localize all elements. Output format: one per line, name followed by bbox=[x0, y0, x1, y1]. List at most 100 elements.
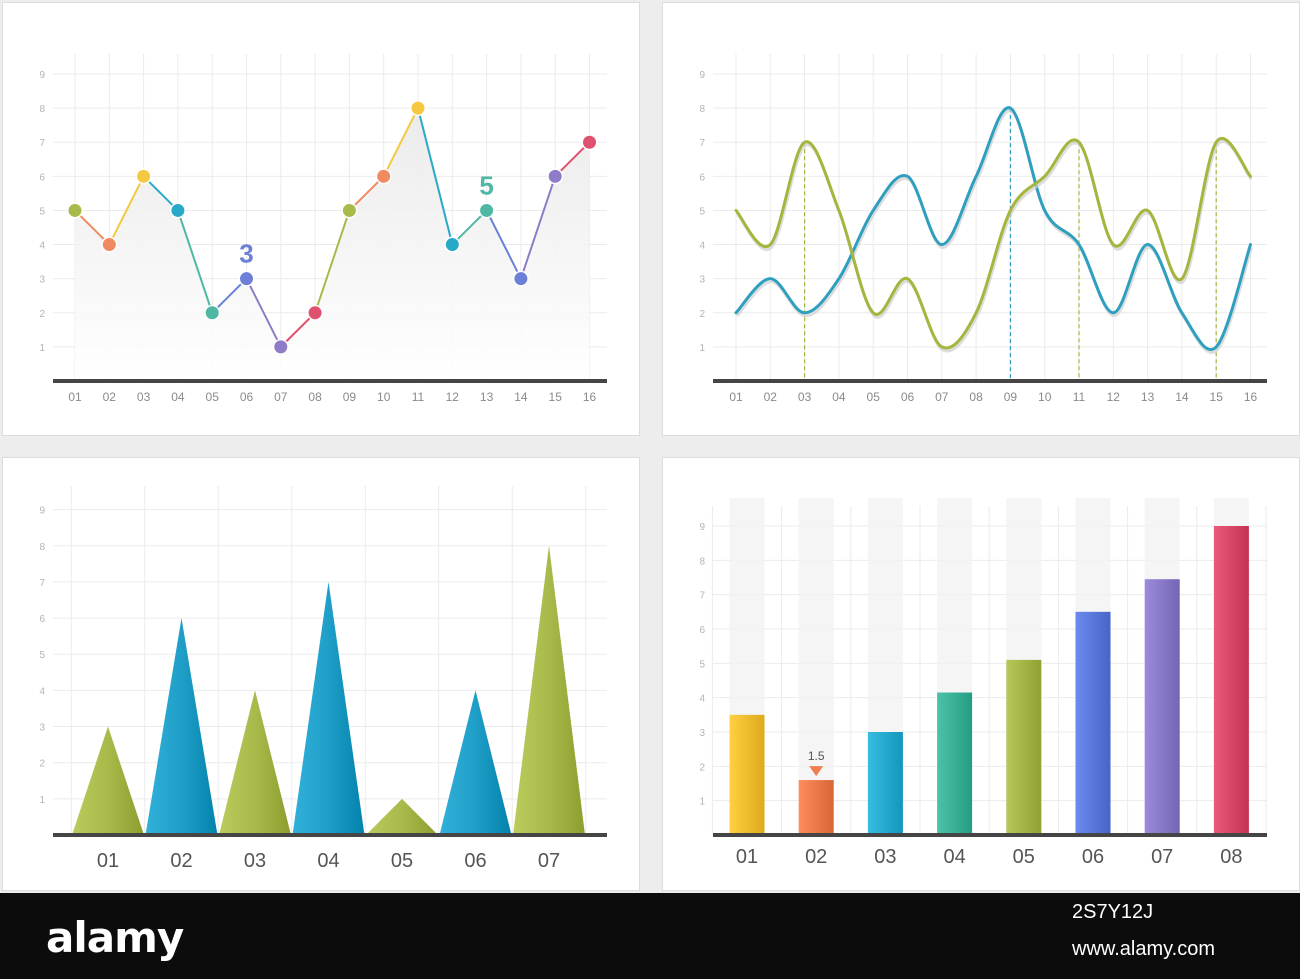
y-tick-label: 2 bbox=[39, 309, 45, 320]
x-tick-label: 06 bbox=[464, 850, 486, 872]
data-point bbox=[240, 272, 253, 286]
data-point bbox=[205, 306, 219, 320]
y-tick-label: 7 bbox=[699, 138, 705, 149]
triangle-bar bbox=[439, 690, 512, 835]
series-shadow bbox=[735, 140, 1253, 353]
x-tick-label: 08 bbox=[308, 390, 322, 404]
y-tick-label: 5 bbox=[39, 650, 45, 661]
x-tick-label: 16 bbox=[583, 390, 597, 404]
data-point bbox=[342, 203, 356, 217]
x-tick-label: 15 bbox=[549, 390, 563, 404]
area-fill bbox=[75, 108, 590, 381]
x-tick-label: 05 bbox=[206, 390, 220, 404]
data-point bbox=[137, 169, 151, 183]
x-tick-label: 03 bbox=[137, 390, 151, 404]
x-tick-label: 11 bbox=[1073, 390, 1086, 404]
data-point bbox=[68, 203, 82, 217]
y-tick-label: 1 bbox=[699, 797, 705, 808]
line-segment bbox=[451, 209, 488, 246]
triangle-bar bbox=[72, 726, 144, 835]
bar bbox=[937, 692, 973, 835]
y-tick-label: 1 bbox=[39, 795, 45, 806]
y-tick-label: 2 bbox=[699, 762, 705, 773]
x-tick-label: 12 bbox=[446, 390, 460, 404]
line-segment bbox=[108, 175, 145, 246]
series-line bbox=[734, 137, 1252, 350]
bar bbox=[1075, 611, 1111, 835]
y-tick-label: 5 bbox=[39, 206, 45, 217]
x-tick-label: 11 bbox=[412, 390, 425, 404]
x-tick-label: 10 bbox=[377, 390, 391, 404]
x-tick-label: 01 bbox=[729, 390, 743, 404]
x-tick-label: 02 bbox=[805, 846, 827, 868]
x-tick-label: 04 bbox=[171, 390, 185, 404]
y-tick-label: 9 bbox=[39, 70, 45, 81]
x-tick-label: 14 bbox=[514, 390, 528, 404]
x-tick-label: 09 bbox=[343, 390, 357, 404]
grid bbox=[713, 54, 1267, 381]
value-pointer bbox=[809, 766, 824, 777]
x-tick-label: 08 bbox=[1220, 846, 1242, 868]
triangle-bar bbox=[366, 798, 438, 835]
bar-chart-panel: 1 2 3 4 5 6 7 8 9 1.5 01 02 03 04 05 06 07 08 bbox=[662, 457, 1300, 891]
x-tick-label: 01 bbox=[97, 850, 119, 872]
x-tick-label: 03 bbox=[244, 850, 266, 872]
data-point bbox=[411, 101, 425, 115]
data-point bbox=[445, 238, 459, 252]
x-tick-label: 07 bbox=[1151, 846, 1173, 868]
watermark-bar: alamy 2S7Y12J www.alamy.com bbox=[0, 893, 1300, 979]
triangle-bar-chart: 1 2 3 4 5 6 7 8 9 01 02 03 04 05 06 07 bbox=[39, 486, 607, 872]
line-segment bbox=[519, 176, 557, 279]
y-tick-label: 6 bbox=[699, 625, 705, 636]
y-tick-label: 8 bbox=[39, 542, 45, 553]
x-tick-label: 04 bbox=[317, 850, 339, 872]
x-tick-label: 16 bbox=[1244, 390, 1258, 404]
line-segment bbox=[245, 278, 282, 348]
x-tick-label: 02 bbox=[103, 390, 117, 404]
x-tick-label: 07 bbox=[935, 390, 949, 404]
y-tick-label: 2 bbox=[39, 759, 45, 770]
triangle-bar bbox=[513, 545, 585, 835]
triangle-bar-chart-panel: 1 2 3 4 5 6 7 8 9 01 02 03 04 05 06 07 bbox=[2, 457, 640, 891]
x-tick-label: 04 bbox=[832, 390, 846, 404]
smooth-line-chart-panel: 1 2 3 4 5 6 7 8 9 01 02 03 04 05 06 07 08 09 10 11 12 13 14 15 1… bbox=[662, 2, 1300, 436]
bar bbox=[1144, 579, 1180, 835]
x-tick-label: 07 bbox=[538, 850, 560, 872]
x-tick-label: 15 bbox=[1210, 390, 1224, 404]
bar bbox=[1213, 526, 1249, 835]
line-segment bbox=[211, 277, 248, 314]
alamy-logo: alamy bbox=[46, 913, 184, 962]
data-point bbox=[102, 238, 116, 252]
y-tick-label: 6 bbox=[39, 172, 45, 183]
x-tick-label: 03 bbox=[874, 846, 896, 868]
x-tick-label: 05 bbox=[1013, 846, 1035, 868]
x-tick-label: 06 bbox=[901, 390, 915, 404]
y-tick-label: 1 bbox=[699, 343, 705, 354]
x-tick-label: 07 bbox=[274, 390, 288, 404]
bar bbox=[867, 732, 903, 835]
data-point bbox=[308, 306, 322, 320]
bar-track bbox=[798, 498, 834, 835]
y-tick-label: 1 bbox=[39, 343, 45, 354]
x-tick-label: 13 bbox=[1141, 390, 1155, 404]
data-point bbox=[548, 169, 562, 183]
x-tick-label: 03 bbox=[798, 390, 812, 404]
data-label: 1.5 bbox=[808, 749, 825, 763]
y-tick-label: 7 bbox=[39, 578, 45, 589]
x-tick-label: 06 bbox=[1082, 846, 1104, 868]
line-segment bbox=[74, 209, 111, 246]
x-tick-label: 05 bbox=[391, 850, 413, 872]
x-tick-label: 12 bbox=[1107, 390, 1121, 404]
data-label: 5 bbox=[479, 170, 493, 200]
data-point bbox=[583, 135, 596, 149]
line-segment bbox=[280, 312, 316, 348]
line-segment bbox=[417, 107, 454, 245]
y-tick-label: 6 bbox=[39, 614, 45, 625]
bar bbox=[798, 780, 834, 835]
y-tick-label: 4 bbox=[699, 241, 705, 252]
line-segment bbox=[142, 175, 179, 212]
watermark-url: www.alamy.com bbox=[1072, 938, 1215, 960]
x-tick-label: 13 bbox=[480, 390, 494, 404]
grid bbox=[711, 506, 1267, 835]
